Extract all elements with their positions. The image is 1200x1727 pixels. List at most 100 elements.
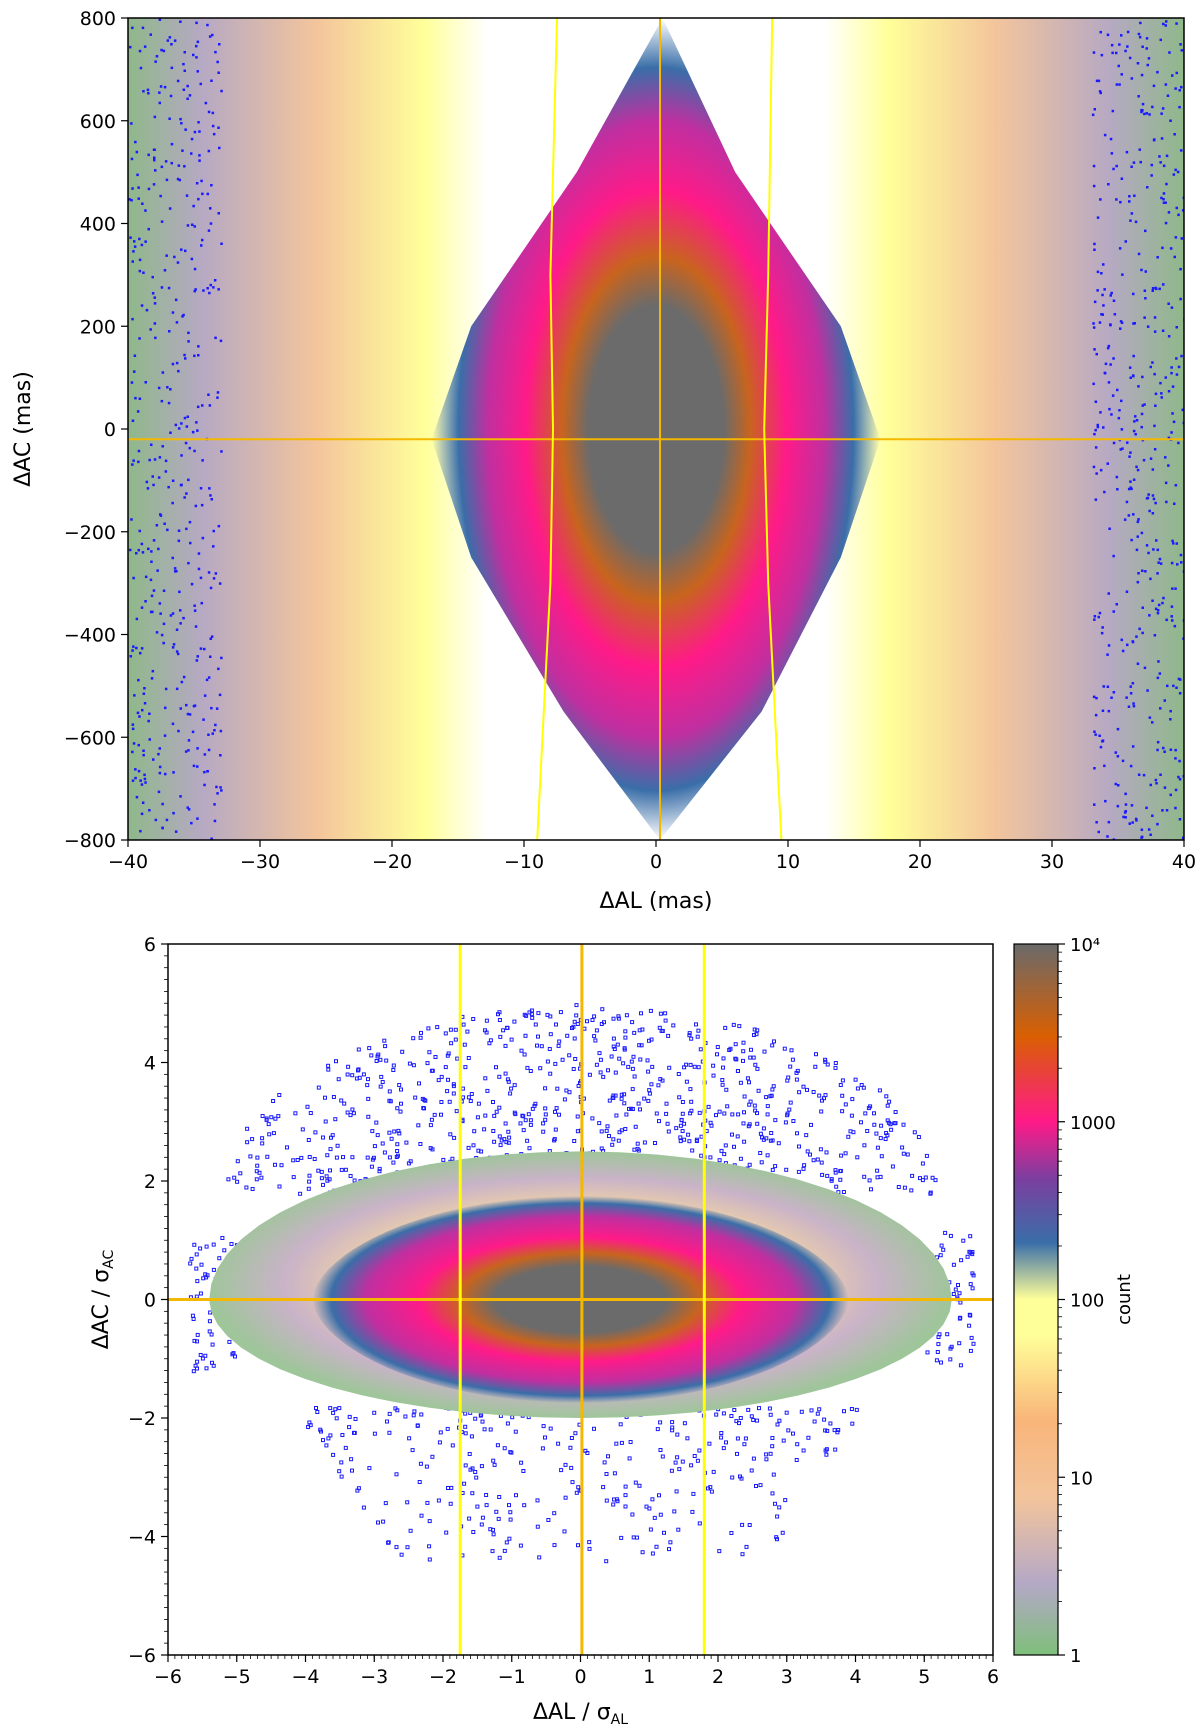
top-sparse-point (197, 567, 201, 571)
bot-x-tick-label: 3 (781, 1666, 793, 1688)
bottom-sparse-point (553, 1109, 557, 1114)
top-sparse-point (1117, 784, 1120, 787)
bottom-sparse-point (869, 1187, 873, 1192)
top-sparse-point (207, 748, 211, 752)
top-sparse-point (1143, 289, 1147, 292)
bottom-sparse-point (601, 1485, 606, 1490)
top-sparse-point (199, 487, 203, 490)
bottom-sparse-point (508, 1091, 513, 1096)
bottom-sparse-point (429, 1117, 434, 1122)
bottom-sparse-point (443, 1031, 448, 1036)
top-sparse-point (155, 55, 159, 58)
top-sparse-point (217, 212, 220, 215)
bottom-sparse-point (855, 1155, 860, 1160)
bottom-sparse-point (706, 1104, 711, 1109)
top-sparse-point (193, 609, 197, 612)
bottom-sparse-point (468, 1099, 473, 1103)
top-sparse-point (179, 483, 183, 487)
bottom-sparse-point (686, 1132, 691, 1137)
top-sparse-point (1177, 775, 1180, 779)
top-sparse-point (1132, 513, 1135, 516)
top-sparse-point (1132, 704, 1136, 708)
bottom-sparse-point (321, 1182, 325, 1187)
top-sparse-point (141, 708, 144, 712)
bottom-sparse-point (369, 1053, 374, 1058)
bottom-sparse-point (708, 1155, 713, 1160)
top-sparse-point (1160, 392, 1163, 395)
bottom-sparse-point (448, 1501, 453, 1506)
top-sparse-point (136, 711, 140, 715)
bottom-sparse-point (729, 1414, 734, 1418)
bottom-sparse-point (308, 1111, 313, 1115)
top-sparse-point (1113, 313, 1117, 316)
top-sparse-point (140, 606, 144, 609)
top-sparse-point (132, 250, 135, 253)
bot-x-tick-label: 4 (849, 1666, 861, 1688)
top-sparse-point (1155, 782, 1158, 785)
top-sparse-point (216, 792, 219, 795)
bottom-sparse-point (525, 1065, 530, 1070)
top-left-bound-line (536, 18, 558, 840)
bottom-sparse-point (867, 1178, 872, 1183)
top-sparse-point (1094, 446, 1098, 449)
bottom-sparse-point (210, 1342, 215, 1347)
bottom-sparse-point (746, 1124, 751, 1129)
top-y-tick-label: −600 (64, 727, 116, 749)
top-sparse-point (201, 192, 204, 196)
bottom-sparse-point (742, 1139, 747, 1144)
bottom-sparse-point (622, 1092, 627, 1097)
top-sparse-point (195, 21, 198, 25)
top-sparse-point (1180, 354, 1183, 358)
bottom-sparse-point (463, 1463, 468, 1468)
bottom-sparse-point (462, 1042, 467, 1047)
bottom-sparse-point (735, 1134, 740, 1139)
top-sparse-point (1181, 408, 1184, 412)
bottom-sparse-point (367, 1046, 372, 1051)
bottom-sparse-point (630, 1087, 635, 1092)
top-sparse-point (1157, 603, 1161, 607)
bottom-sparse-point (293, 1111, 298, 1116)
top-sparse-point (1148, 509, 1151, 513)
top-sparse-points (128, 18, 1184, 840)
top-sparse-point (1147, 493, 1150, 496)
top-sparse-point (147, 92, 150, 95)
bottom-sparse-point (285, 1145, 289, 1150)
top-sparse-point (135, 646, 138, 650)
top-sparse-point (1123, 518, 1127, 521)
top-sparse-point (219, 729, 223, 733)
top-sparse-point (203, 647, 206, 651)
top-sparse-point (1141, 375, 1144, 379)
bottom-sparse-point (956, 1283, 960, 1287)
bottom-sparse-point (326, 1067, 331, 1072)
top-sparse-point (196, 40, 200, 44)
bottom-sparse-point (737, 1024, 742, 1029)
bottom-sparse-point (790, 1057, 795, 1062)
colorbar-tick-label: 1 (1070, 1646, 1081, 1667)
bottom-sparse-point (504, 1140, 509, 1145)
bottom-sparse-point (689, 1463, 694, 1468)
bottom-sparse-point (930, 1175, 935, 1180)
bottom-sparse-point (667, 1547, 671, 1552)
top-sparse-point (1177, 677, 1181, 681)
top-sparse-point (144, 600, 147, 603)
bottom-sparse-point (204, 1366, 209, 1371)
bottom-sparse-point (617, 1056, 622, 1061)
top-sparse-point (1097, 615, 1100, 619)
top-sparse-point (1120, 177, 1124, 180)
bottom-sparse-point (497, 1105, 502, 1110)
top-sparse-point (138, 715, 141, 718)
top-sparse-point (1094, 428, 1097, 432)
top-sparse-point (1165, 500, 1168, 504)
bottom-sparse-point (330, 1133, 335, 1138)
top-sparse-point (188, 520, 192, 524)
top-sparse-point (1160, 396, 1163, 399)
top-sparse-point (200, 244, 203, 247)
bottom-sparse-point (443, 1065, 448, 1070)
top-sparse-point (179, 609, 182, 612)
top-sparse-point (1145, 806, 1148, 810)
top-sparse-point (1092, 382, 1095, 386)
top-sparse-point (1117, 64, 1120, 68)
bottom-sparse-point (488, 1527, 493, 1532)
top-sparse-point (150, 443, 153, 446)
top-sparse-point (1112, 838, 1116, 840)
